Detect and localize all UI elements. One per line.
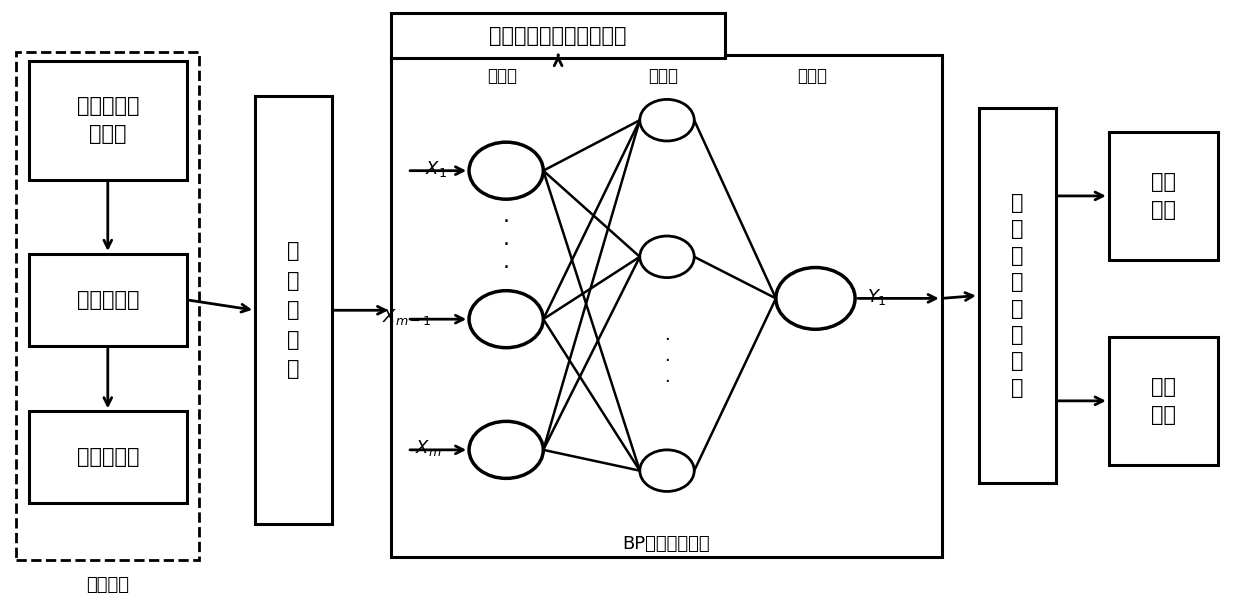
Text: 电动阀门执
行机构: 电动阀门执 行机构 bbox=[77, 96, 139, 144]
FancyBboxPatch shape bbox=[29, 254, 187, 346]
FancyBboxPatch shape bbox=[255, 97, 332, 524]
Ellipse shape bbox=[469, 290, 543, 347]
Text: BP网络诊断模型: BP网络诊断模型 bbox=[622, 535, 711, 553]
Ellipse shape bbox=[776, 268, 856, 329]
FancyBboxPatch shape bbox=[1109, 337, 1218, 465]
Text: 数据采集: 数据采集 bbox=[87, 577, 129, 595]
Text: 故障
得分: 故障 得分 bbox=[1151, 377, 1176, 425]
Text: ·
·
·: · · · bbox=[502, 212, 510, 278]
Text: 最
优
故
障
诊
断
模
型: 最 优 故 障 诊 断 模 型 bbox=[1011, 193, 1023, 398]
Text: $X_1$: $X_1$ bbox=[425, 159, 446, 179]
Ellipse shape bbox=[640, 236, 694, 278]
Ellipse shape bbox=[469, 142, 543, 199]
FancyBboxPatch shape bbox=[978, 109, 1055, 482]
Text: $Y_1$: $Y_1$ bbox=[868, 287, 888, 307]
Ellipse shape bbox=[640, 100, 694, 141]
Text: 隐含层: 隐含层 bbox=[649, 67, 678, 85]
Text: ·
·
·: · · · bbox=[665, 331, 670, 391]
Text: 输出层: 输出层 bbox=[797, 67, 827, 85]
Text: 信号采集卡: 信号采集卡 bbox=[77, 447, 139, 467]
FancyBboxPatch shape bbox=[391, 55, 941, 557]
FancyBboxPatch shape bbox=[16, 52, 200, 560]
FancyBboxPatch shape bbox=[391, 13, 725, 58]
Ellipse shape bbox=[640, 450, 694, 491]
Text: 多源传感器: 多源传感器 bbox=[77, 290, 139, 310]
Ellipse shape bbox=[469, 421, 543, 478]
Text: 数
据
预
处
理: 数 据 预 处 理 bbox=[288, 241, 300, 379]
FancyBboxPatch shape bbox=[29, 61, 187, 179]
FancyBboxPatch shape bbox=[29, 411, 187, 503]
Text: 故障
状态: 故障 状态 bbox=[1151, 172, 1176, 220]
Text: 输入层: 输入层 bbox=[487, 67, 517, 85]
Text: 遗传算法优化权值、阈值: 遗传算法优化权值、阈值 bbox=[490, 26, 627, 46]
Text: $X_m$: $X_m$ bbox=[415, 438, 441, 458]
Text: $X_{m-1}$: $X_{m-1}$ bbox=[382, 307, 432, 328]
FancyBboxPatch shape bbox=[1109, 132, 1218, 260]
